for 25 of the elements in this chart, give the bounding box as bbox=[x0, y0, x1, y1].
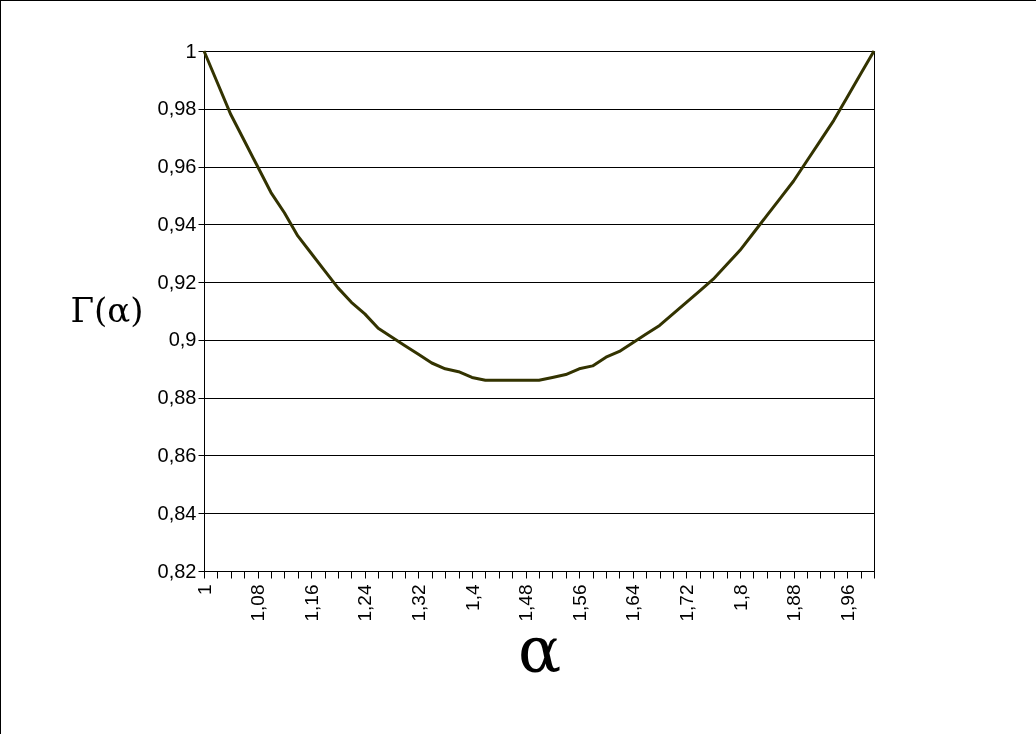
y-tick-label: 0,9 bbox=[168, 328, 197, 351]
y-tick-label: 0,94 bbox=[157, 212, 197, 235]
y-tick-label: 0,84 bbox=[157, 501, 197, 524]
x-tick-label: 1,88 bbox=[783, 584, 805, 622]
x-tick-label: 1,16 bbox=[300, 584, 322, 622]
y-tick-label: 0,82 bbox=[157, 559, 197, 582]
y-tick-label: 0,96 bbox=[157, 155, 197, 178]
y-tick-label: 0,86 bbox=[157, 443, 197, 466]
x-tick-label: 1,72 bbox=[675, 584, 697, 622]
y-tick-label: 0,88 bbox=[157, 386, 197, 409]
x-tick-label: 1,24 bbox=[354, 584, 376, 622]
line-series bbox=[202, 49, 876, 382]
y-tick-label: 0,98 bbox=[157, 97, 197, 120]
x-tick-label: 1,96 bbox=[836, 584, 858, 622]
y-tick-label: 1 bbox=[185, 39, 197, 62]
x-tick-label: 1,56 bbox=[568, 584, 590, 622]
x-tick-label: 1,64 bbox=[622, 584, 644, 622]
x-tick-label: 1,48 bbox=[515, 584, 537, 622]
x-tick-label: 1,32 bbox=[407, 584, 429, 622]
x-tick-label: 1,4 bbox=[461, 584, 483, 611]
y-axis-title: Γ(α) bbox=[70, 289, 144, 330]
x-tick-label: 1,08 bbox=[247, 584, 269, 622]
x-tick-label: 1,8 bbox=[729, 584, 751, 611]
x-tick-label: 1 bbox=[193, 584, 215, 596]
y-tick-label: 0,92 bbox=[157, 270, 197, 293]
